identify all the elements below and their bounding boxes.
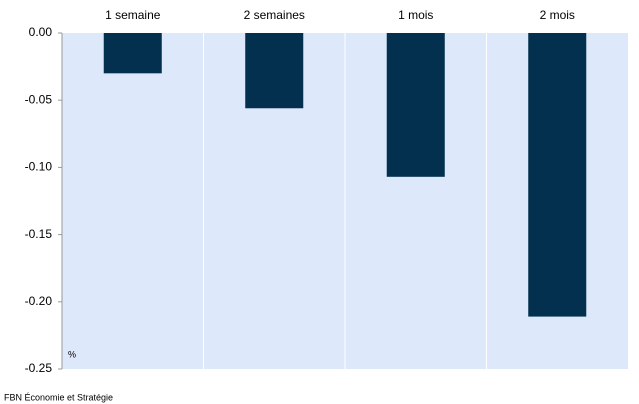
bar	[103, 33, 162, 74]
bar	[386, 33, 445, 177]
x-tick-label: 2 semaines	[244, 8, 305, 22]
unit-label: %	[68, 349, 76, 359]
y-tick-label: -0.10	[25, 160, 53, 174]
y-tick-label: -0.05	[25, 92, 53, 106]
bar	[528, 33, 587, 317]
y-tick-label: -0.25	[25, 361, 53, 375]
y-tick-label: -0.15	[25, 227, 53, 241]
y-tick-label: -0.20	[25, 294, 53, 308]
source: FBN Économie et Stratégie	[4, 392, 113, 402]
x-tick-label: 2 mois	[540, 8, 575, 22]
x-tick-label: 1 mois	[398, 8, 433, 22]
x-tick-label: 1 semaine	[105, 8, 161, 22]
y-tick-label: 0.00	[29, 25, 53, 39]
bar	[245, 33, 304, 109]
